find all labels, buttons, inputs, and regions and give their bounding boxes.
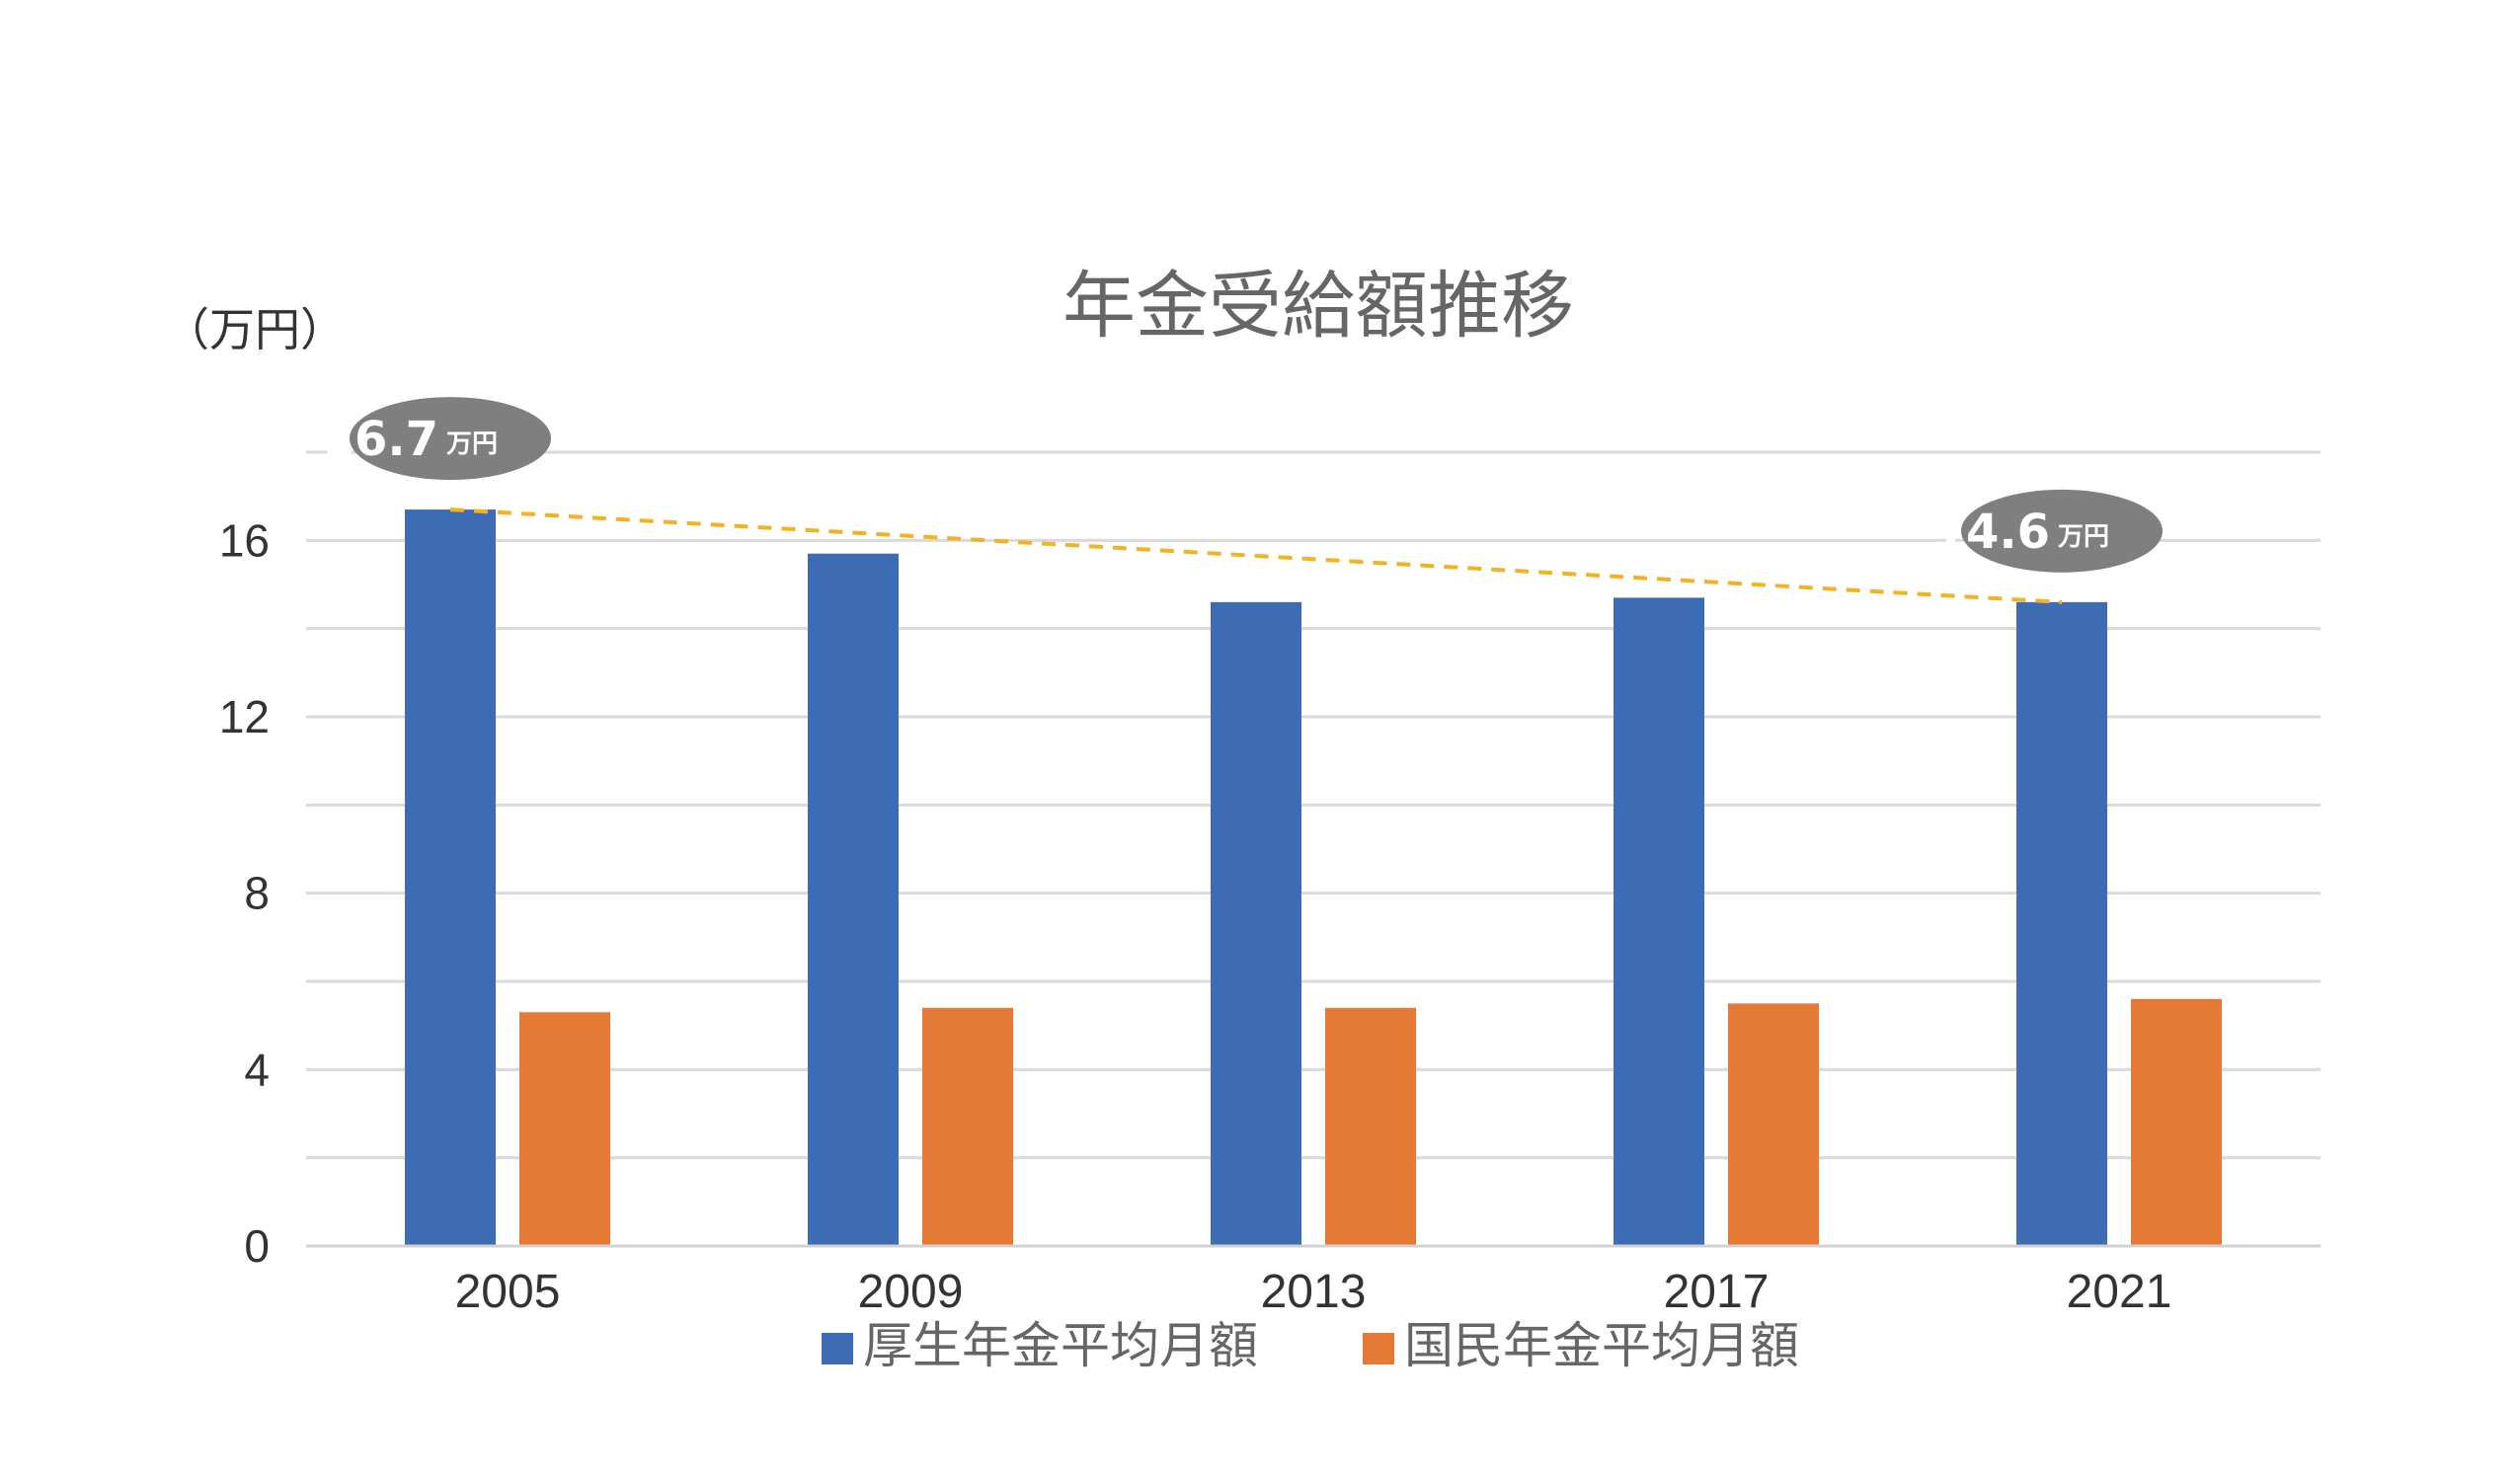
bar-kokumin-2005 [519, 1012, 610, 1246]
callout-bubble [1961, 489, 2163, 573]
x-tick-label: 2021 [2067, 1266, 2172, 1318]
legend-label: 厚生年金平均月額 [863, 1317, 1258, 1374]
legend: 厚生年金平均月額 国民年金平均月額 [822, 1317, 1799, 1374]
y-tick-label: 4 [244, 1044, 270, 1095]
value-callout: 14.6 万円 [1933, 489, 2163, 573]
x-tick-label: 2005 [455, 1266, 561, 1318]
bars [405, 509, 2222, 1246]
legend-label: 国民年金平均月額 [1404, 1317, 1799, 1374]
y-tick-label: 12 [219, 691, 270, 742]
callout-bubble [350, 397, 551, 481]
bar-kokumin-2009 [922, 1007, 1013, 1246]
callout-unit: 万円 [2058, 522, 2109, 552]
bar-kosei-2005 [405, 509, 496, 1246]
bar-kosei-2009 [808, 553, 899, 1246]
x-tick-label: 2013 [1261, 1266, 1367, 1318]
callouts: 16.7 万円 14.6 万円 [322, 397, 2163, 573]
callout-value: 14.6 [1933, 505, 2050, 560]
y-tick-label: 16 [219, 514, 270, 566]
x-tick-label: 2009 [858, 1266, 964, 1318]
y-tick-label: 0 [244, 1220, 270, 1272]
x-tick-label: 2017 [1664, 1266, 1770, 1318]
bar-kokumin-2017 [1728, 1003, 1819, 1246]
legend-swatch [1363, 1333, 1394, 1364]
bar-kosei-2021 [2016, 601, 2107, 1246]
chart-title: 年金受給額推移 [1063, 264, 1574, 349]
legend-swatch [822, 1333, 853, 1364]
bar-kokumin-2021 [2131, 998, 2222, 1246]
bar-kosei-2013 [1211, 601, 1301, 1246]
grid-lines [306, 450, 2321, 1160]
trend-line [449, 507, 2063, 604]
bar-kosei-2017 [1614, 597, 1704, 1246]
callout-unit: 万円 [446, 429, 498, 459]
y-tick-label: 8 [244, 868, 270, 919]
axes: 0 4 8 12 16 2005 2009 2013 2017 2021 [219, 514, 2321, 1318]
callout-value: 16.7 [322, 412, 438, 467]
y-axis-unit-label: （万円） [164, 303, 346, 356]
value-callout: 16.7 万円 [322, 397, 551, 481]
bar-kokumin-2013 [1325, 1007, 1416, 1246]
trend-line-layer [449, 507, 2063, 604]
